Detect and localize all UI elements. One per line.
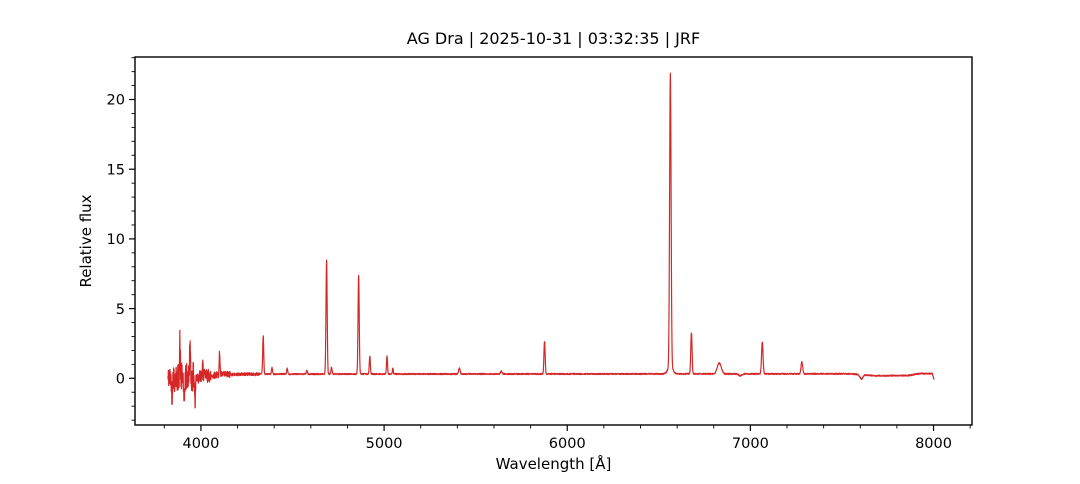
x-tick-label: 5000 <box>366 436 403 452</box>
y-tick-label: 5 <box>116 302 125 318</box>
y-tick-label: 10 <box>107 232 125 248</box>
spectrum-line <box>167 72 935 409</box>
y-tick-label: 0 <box>116 372 125 388</box>
x-axis-label: Wavelength [Å] <box>496 454 612 473</box>
x-tick-label: 4000 <box>182 436 219 452</box>
x-axis: 4000 5000 6000 7000 8000 <box>163 425 971 452</box>
plot-border <box>134 56 973 426</box>
chart-title: AG Dra | 2025-10-31 | 03:32:35 | JRF <box>407 29 700 48</box>
y-axis: 0 5 10 15 20 <box>107 57 135 421</box>
spectrum-series <box>167 72 935 409</box>
x-tick-label: 8000 <box>915 436 952 452</box>
x-tick-label: 6000 <box>549 436 586 452</box>
y-tick-label: 15 <box>107 162 125 178</box>
y-axis-label: Relative flux <box>77 194 95 287</box>
x-tick-label: 7000 <box>732 436 769 452</box>
y-tick-label: 20 <box>107 93 125 109</box>
